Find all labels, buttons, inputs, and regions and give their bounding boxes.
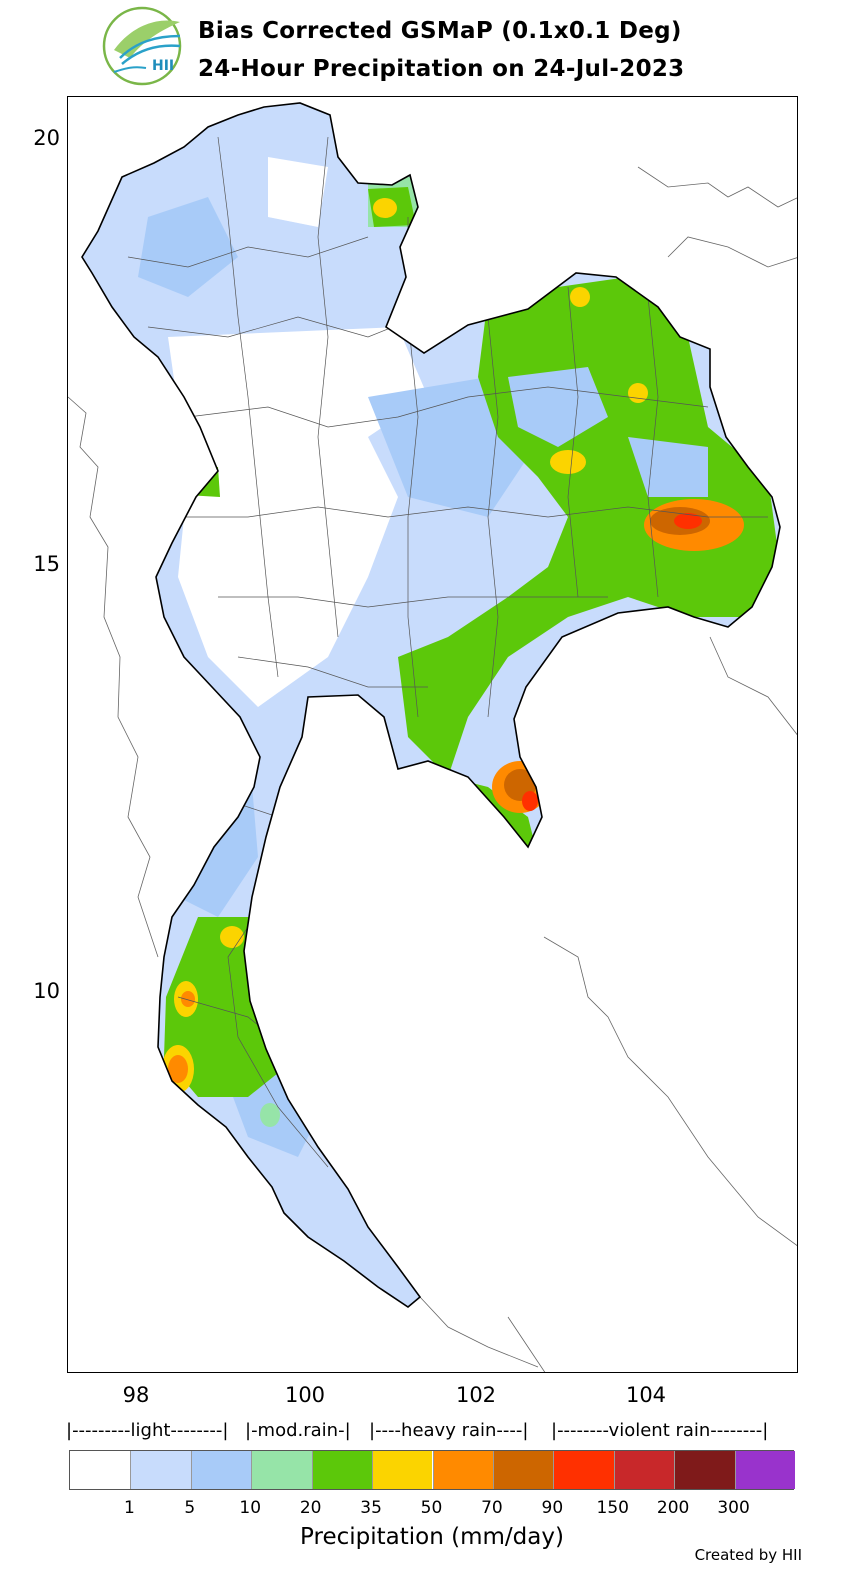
- hii-logo: HII: [100, 6, 186, 86]
- precip-field: [82, 103, 780, 1307]
- legend-category-heavy: |----heavy rain----|: [369, 1420, 529, 1441]
- colorbar-level-label: 5: [184, 1498, 196, 1518]
- precipitation-map-svg: [68, 102, 797, 1372]
- colorbar-swatch: [251, 1451, 312, 1489]
- y-tick-10: 10: [33, 979, 60, 1003]
- neighbour-borders: [68, 166, 797, 1372]
- title-line-2: 24-Hour Precipitation on 24-Jul-2023: [198, 56, 685, 82]
- colorbar-swatch: [311, 1451, 373, 1489]
- colorbar-swatch: [130, 1451, 191, 1489]
- colorbar-swatch: [553, 1451, 614, 1489]
- colorbar-swatch: [492, 1451, 554, 1489]
- colorbar-label: Precipitation (mm/day): [300, 1524, 564, 1550]
- colorbar-level-label: 70: [481, 1498, 503, 1518]
- colorbar-swatch: [372, 1451, 433, 1489]
- colorbar-level-label: 90: [541, 1498, 564, 1518]
- x-tick-102: 102: [455, 1383, 497, 1407]
- colorbar-swatch: [734, 1451, 795, 1489]
- legend-category-violent: |--------violent rain--------|: [551, 1420, 769, 1441]
- colorbar-swatch: [190, 1451, 252, 1489]
- legend-category-moderate: |-mod.rain-|: [245, 1420, 351, 1441]
- colorbar-level-label: 200: [656, 1498, 690, 1518]
- colorbar-swatch: [432, 1451, 493, 1489]
- colorbar-level-label: 10: [239, 1498, 262, 1518]
- colorbar-swatch: [674, 1451, 735, 1489]
- colorbar-level-label: 1: [123, 1498, 135, 1518]
- colorbar-level-label: 150: [596, 1498, 629, 1518]
- colorbar-level-label: 20: [299, 1498, 322, 1518]
- y-tick-20: 20: [33, 126, 60, 150]
- colorbar-level-label: 300: [717, 1498, 750, 1518]
- colorbar-swatch: [613, 1451, 675, 1489]
- x-tick-98: 98: [122, 1383, 150, 1407]
- country-outline: [81, 102, 781, 1308]
- x-tick-104: 104: [625, 1383, 667, 1407]
- logo-text: HII: [152, 58, 175, 74]
- colorbar-level-label: 35: [360, 1498, 382, 1518]
- title-line-1: Bias Corrected GSMaP (0.1x0.1 Deg): [198, 18, 682, 44]
- colorbar: [69, 1450, 795, 1490]
- hii-logo-icon: [102, 6, 182, 86]
- precipitation-map: [67, 96, 798, 1373]
- x-tick-100: 100: [284, 1383, 326, 1407]
- legend-category-light: |---------light--------|: [66, 1420, 229, 1441]
- y-tick-15: 15: [33, 552, 60, 576]
- province-borders: [127, 136, 768, 1168]
- colorbar-level-label: 50: [420, 1498, 443, 1518]
- credit-text: Created by HII: [694, 1546, 802, 1564]
- colorbar-swatch: [70, 1451, 131, 1489]
